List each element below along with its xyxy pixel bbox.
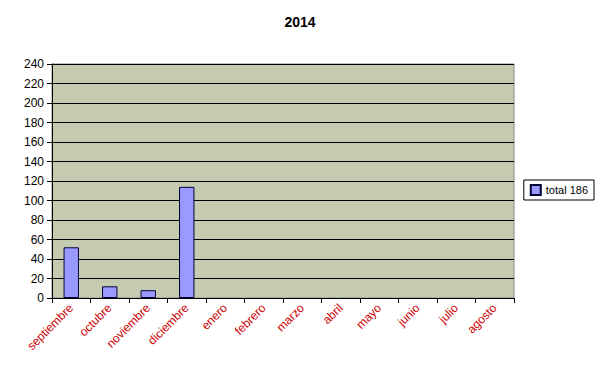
- svg-text:mayo: mayo: [354, 301, 385, 332]
- svg-text:total 186: total 186: [546, 184, 588, 196]
- svg-text:240: 240: [24, 57, 44, 71]
- svg-text:100: 100: [24, 194, 44, 208]
- svg-text:febrero: febrero: [232, 301, 269, 338]
- svg-text:200: 200: [24, 96, 44, 110]
- svg-text:160: 160: [24, 135, 44, 149]
- svg-text:40: 40: [31, 252, 45, 266]
- svg-text:20: 20: [31, 272, 45, 286]
- svg-text:180: 180: [24, 116, 44, 130]
- svg-text:noviembre: noviembre: [104, 301, 154, 351]
- svg-text:octubre: octubre: [77, 301, 115, 339]
- svg-text:abril: abril: [320, 301, 346, 327]
- svg-text:julio: julio: [436, 301, 462, 327]
- svg-text:140: 140: [24, 155, 44, 169]
- svg-text:marzo: marzo: [274, 301, 308, 335]
- svg-text:enero: enero: [199, 301, 231, 333]
- svg-text:agosto: agosto: [464, 301, 500, 337]
- svg-text:septiembre: septiembre: [24, 301, 76, 353]
- svg-text:80: 80: [31, 213, 45, 227]
- svg-text:junio: junio: [394, 301, 423, 330]
- svg-text:diciembre: diciembre: [145, 301, 192, 348]
- svg-text:220: 220: [24, 77, 44, 91]
- svg-text:60: 60: [31, 233, 45, 247]
- svg-text:2014: 2014: [284, 14, 315, 30]
- svg-text:0: 0: [37, 291, 44, 305]
- svg-text:120: 120: [24, 174, 44, 188]
